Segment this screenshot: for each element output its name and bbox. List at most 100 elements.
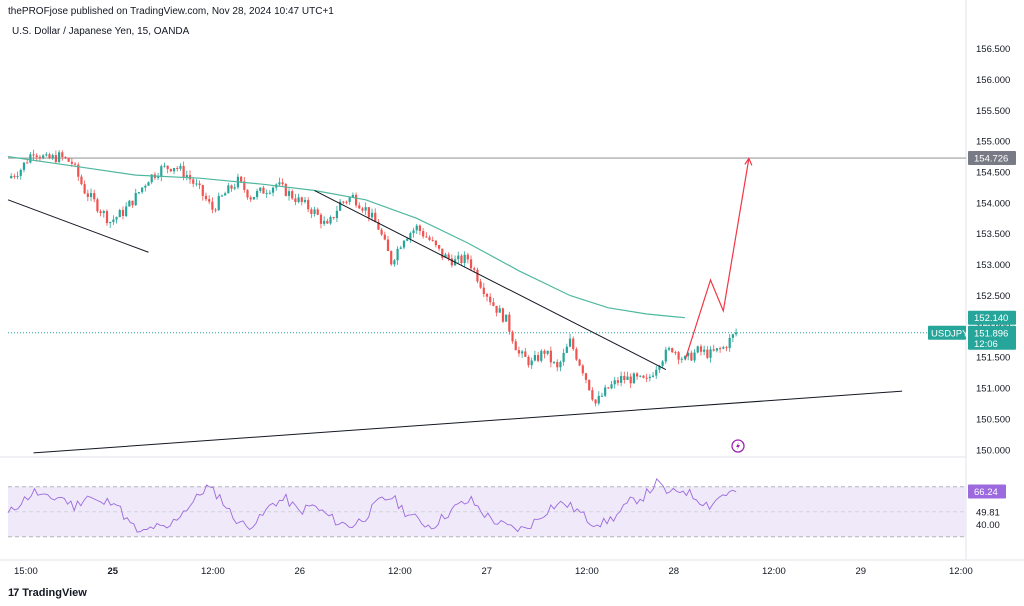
candle-body — [22, 162, 26, 170]
candle-body — [125, 206, 128, 216]
moving-average-line — [7, 156, 686, 319]
candle-body — [648, 376, 651, 379]
candle-body — [297, 197, 300, 203]
candle-body — [731, 334, 734, 338]
candle-body — [345, 201, 348, 203]
candle-body — [10, 175, 13, 179]
candle-body — [677, 352, 680, 360]
candle-body — [64, 156, 67, 158]
price-tick-label: 156.000 — [976, 75, 1010, 86]
candle-body — [67, 157, 70, 162]
candle-body — [639, 375, 642, 377]
candle-body — [137, 192, 141, 194]
candle-body — [54, 155, 57, 163]
price-tick-label: 156.500 — [976, 44, 1010, 55]
candle-body — [294, 198, 297, 203]
candle-body — [536, 355, 540, 361]
candle-body — [434, 240, 438, 246]
time-tick-label: 28 — [669, 566, 680, 577]
candle-body — [45, 154, 48, 156]
candle-body — [252, 197, 255, 200]
candle-body — [386, 239, 390, 252]
candle-body — [156, 176, 160, 178]
candle-body — [141, 187, 144, 193]
candle-body — [179, 165, 182, 169]
candle-body — [498, 308, 501, 313]
candle-body — [482, 287, 485, 295]
candle-body — [412, 230, 415, 234]
candle-body — [358, 205, 361, 209]
candle-body — [342, 201, 345, 203]
candle-body — [227, 185, 230, 194]
candle-body — [610, 384, 613, 389]
candle-body — [578, 359, 581, 366]
candle-body — [166, 165, 169, 169]
candle-body — [230, 185, 233, 189]
candle-body — [473, 268, 476, 270]
ma-price-tag — [968, 310, 1016, 325]
candle-body — [703, 349, 706, 352]
price-axis: 156.500 156.000 155.500 155.000 154.500 154.0… — [928, 44, 1016, 531]
candle-body — [115, 217, 118, 220]
candle-body — [57, 152, 61, 163]
candle-body — [102, 211, 105, 213]
price-pane — [7, 149, 966, 454]
candle-body — [734, 332, 738, 335]
candle-body — [521, 351, 524, 354]
candle-body — [89, 193, 93, 197]
candle-body — [683, 356, 687, 359]
candle-body — [220, 195, 224, 197]
candle-body — [572, 338, 575, 350]
candle-body — [552, 362, 556, 364]
candle-body — [48, 154, 51, 159]
candle-body — [105, 211, 109, 224]
candle-body — [185, 175, 188, 177]
candle-body — [134, 193, 137, 206]
candle-body — [208, 199, 211, 202]
candle-body — [201, 185, 204, 196]
candle-body — [348, 197, 351, 202]
level-price-tag-label: 154.726 — [974, 154, 1008, 165]
candle-body — [495, 305, 498, 313]
candle-body — [620, 376, 623, 383]
candle-body — [687, 352, 690, 357]
price-tick-label: 154.500 — [976, 168, 1010, 179]
candle-body — [83, 184, 86, 194]
candle-body — [271, 187, 275, 193]
candle-body — [233, 187, 236, 189]
candle-body — [93, 193, 96, 200]
candle-body — [224, 193, 227, 196]
candle-body — [121, 210, 125, 216]
candle-body — [26, 162, 29, 164]
tradingview-logo[interactable]: 17 TradingView — [8, 587, 87, 599]
candle-body — [51, 155, 54, 159]
candle-body — [565, 346, 568, 353]
time-tick-label: 15:00 — [14, 566, 38, 577]
candle-body — [255, 190, 259, 198]
candle-body — [406, 238, 409, 241]
candle-body — [329, 217, 332, 224]
candle-body — [607, 387, 610, 389]
candle-body — [699, 346, 703, 352]
candle-body — [361, 208, 364, 211]
candle-body — [335, 210, 339, 219]
candle-body — [444, 254, 447, 258]
candle-body — [431, 239, 434, 241]
candle-body — [632, 373, 635, 384]
candle-body — [469, 259, 473, 269]
candle-body — [29, 154, 32, 163]
candle-body — [339, 201, 342, 211]
candle-body — [719, 348, 722, 350]
candle-body — [204, 195, 208, 200]
candle-body — [651, 375, 655, 377]
candle-body — [150, 174, 153, 183]
candle-body — [323, 220, 326, 224]
last-price-tag-label: 151.896 — [974, 328, 1008, 339]
candle-body — [728, 337, 731, 349]
candle-body — [466, 254, 469, 260]
candle-body — [291, 191, 294, 199]
candle-body — [396, 248, 399, 261]
candle-body — [505, 314, 508, 322]
candle-body — [169, 168, 172, 172]
